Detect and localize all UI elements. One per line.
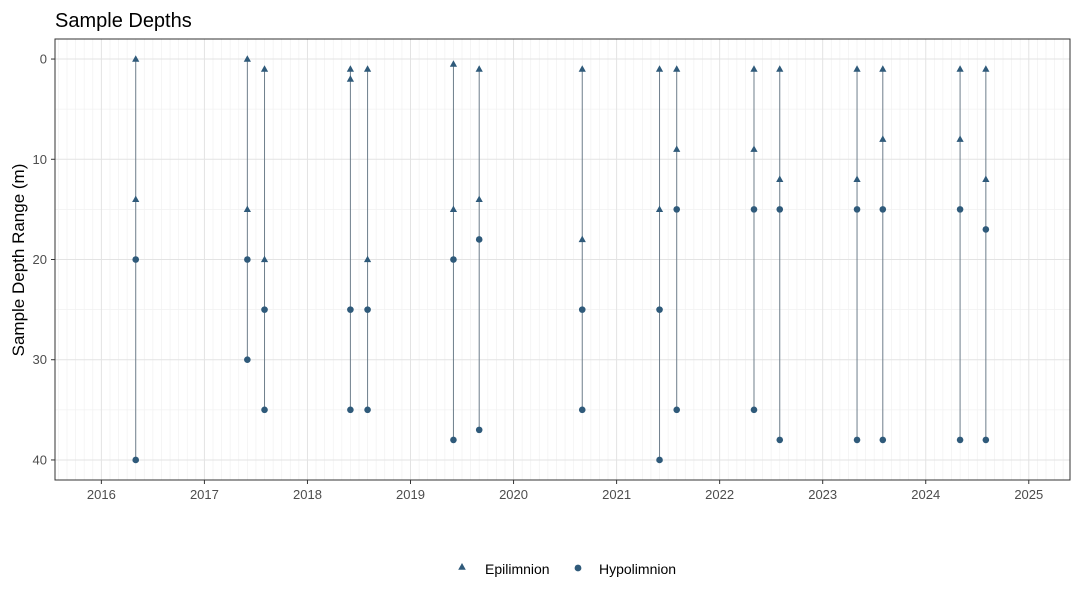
y-tick-label: 10 — [33, 152, 47, 167]
point-hypolimnion — [578, 406, 586, 414]
x-tick-label: 2022 — [705, 487, 734, 502]
point-hypolimnion — [364, 406, 371, 414]
point-epilimnion — [346, 65, 355, 72]
data-points — [132, 55, 990, 464]
x-tick-label: 2016 — [87, 487, 116, 502]
legend-circle-icon — [574, 564, 582, 572]
grid-major — [55, 39, 1070, 480]
point-epilimnion — [260, 65, 269, 72]
point-epilimnion — [243, 205, 251, 213]
y-tick-label: 20 — [33, 252, 47, 267]
y-axis-label: Sample Depth Range (m) — [9, 164, 28, 357]
y-tick-label: 40 — [33, 452, 47, 467]
legend-label-epilimnion: Epilimnion — [485, 561, 550, 577]
point-epilimnion — [956, 135, 964, 142]
point-epilimnion — [363, 65, 372, 72]
point-hypolimnion — [261, 306, 268, 313]
point-hypolimnion — [879, 436, 887, 444]
x-tick-label: 2024 — [911, 487, 940, 502]
point-hypolimnion — [673, 406, 681, 414]
point-hypolimnion — [656, 456, 663, 464]
legend: Epilimnion Hypolimnion — [458, 561, 676, 577]
point-epilimnion — [776, 175, 784, 182]
legend-triangle-icon — [458, 563, 466, 570]
point-hypolimnion — [261, 406, 268, 414]
x-axis-ticks: 2016 2017 2018 2019 2020 2021 2022 2023 2024 2025 — [87, 480, 1043, 502]
point-hypolimnion — [578, 306, 586, 313]
point-hypolimnion — [132, 256, 140, 263]
x-tick-label: 2020 — [499, 487, 528, 502]
point-hypolimnion — [364, 306, 371, 313]
point-hypolimnion — [776, 436, 784, 444]
point-epilimnion — [260, 255, 269, 263]
point-epilimnion — [982, 65, 990, 72]
point-epilimnion — [346, 75, 355, 82]
point-hypolimnion — [750, 206, 758, 213]
legend-item-epilimnion: Epilimnion — [458, 561, 550, 577]
point-epilimnion — [132, 195, 140, 203]
point-epilimnion — [363, 255, 372, 263]
point-epilimnion — [673, 145, 681, 152]
point-epilimnion — [655, 65, 664, 72]
point-epilimnion — [449, 60, 458, 67]
point-hypolimnion — [244, 256, 251, 263]
point-hypolimnion — [853, 206, 861, 213]
point-hypolimnion — [776, 206, 784, 213]
depth-range-lines — [135, 59, 987, 460]
x-tick-label: 2019 — [396, 487, 425, 502]
point-hypolimnion — [673, 206, 681, 213]
point-epilimnion — [879, 135, 887, 142]
point-hypolimnion — [347, 306, 354, 313]
point-epilimnion — [132, 55, 140, 62]
y-axis-ticks: 0 10 20 30 40 — [33, 52, 55, 467]
point-hypolimnion — [244, 356, 251, 364]
point-epilimnion — [853, 65, 861, 72]
point-epilimnion — [243, 55, 251, 62]
point-hypolimnion — [956, 206, 964, 213]
point-hypolimnion — [132, 456, 140, 464]
x-tick-label: 2021 — [602, 487, 631, 502]
point-epilimnion — [853, 175, 861, 182]
point-epilimnion — [776, 65, 784, 72]
x-tick-label: 2025 — [1014, 487, 1043, 502]
x-tick-label: 2023 — [808, 487, 837, 502]
point-epilimnion — [578, 65, 586, 72]
point-epilimnion — [449, 205, 458, 213]
point-hypolimnion — [956, 436, 964, 444]
point-epilimnion — [750, 65, 758, 72]
point-epilimnion — [750, 145, 758, 152]
point-hypolimnion — [450, 436, 457, 444]
point-hypolimnion — [450, 256, 457, 263]
point-epilimnion — [956, 65, 964, 72]
y-tick-label: 0 — [40, 52, 47, 67]
x-tick-label: 2017 — [190, 487, 219, 502]
point-hypolimnion — [750, 406, 758, 414]
chart-title: Sample Depths — [55, 10, 192, 32]
x-tick-label: 2018 — [293, 487, 322, 502]
point-epilimnion — [879, 65, 887, 72]
point-epilimnion — [673, 65, 681, 72]
point-hypolimnion — [347, 406, 354, 414]
point-epilimnion — [578, 235, 586, 243]
legend-item-hypolimnion: Hypolimnion — [574, 561, 676, 577]
y-tick-label: 30 — [33, 352, 47, 367]
point-epilimnion — [655, 205, 664, 213]
point-epilimnion — [982, 175, 990, 182]
point-hypolimnion — [982, 226, 990, 233]
point-epilimnion — [475, 65, 483, 72]
point-epilimnion — [475, 195, 483, 203]
point-hypolimnion — [879, 206, 887, 213]
point-hypolimnion — [853, 436, 861, 444]
point-hypolimnion — [475, 236, 483, 243]
point-hypolimnion — [475, 426, 483, 434]
point-hypolimnion — [982, 436, 990, 444]
legend-label-hypolimnion: Hypolimnion — [599, 561, 676, 577]
point-hypolimnion — [656, 306, 663, 313]
